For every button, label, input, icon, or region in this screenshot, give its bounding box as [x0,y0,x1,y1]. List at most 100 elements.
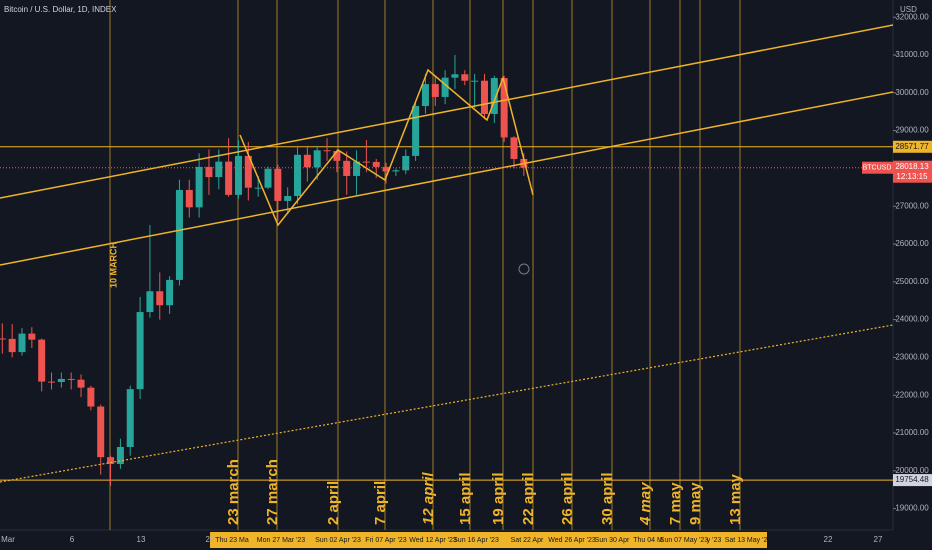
event-icon [518,263,530,275]
date-label: Thu 23 Ma [215,537,249,544]
currency: USD [900,5,917,14]
candle-body [244,155,252,188]
price-line-tag [893,474,932,487]
date-range-highlight [210,532,767,548]
candle-body [294,154,302,196]
x-tick-label: 13 [137,535,146,544]
annotation-label: 19 april [490,472,507,525]
candle-body [185,189,193,208]
zigzag [239,68,534,227]
date-label: Wed 12 Apr '23 [409,537,457,544]
x-tick-label: Mar [1,535,15,544]
candle-body [97,406,105,458]
date-label: Sun 02 Apr '23 [315,537,361,544]
candle-body [156,291,164,306]
candle-body [195,166,203,208]
candle-body [353,161,361,176]
price-line-label: 19754.48 [895,475,929,484]
countdown: 12:13:15 [896,172,928,181]
y-tick-label: 19000.00 [895,504,929,513]
candle-body [372,161,380,167]
y-tick-label: 26000.00 [895,239,929,248]
y-tick-label: 30000.00 [895,88,929,97]
date-label: Fri 07 Apr '23 [365,537,407,544]
y-tick-label: 27000.00 [895,201,929,210]
candle-body [451,74,459,78]
candle-body [303,154,311,168]
candle-body [313,150,321,168]
date-label: Sat 13 May '23 [725,537,772,544]
annotation-label: 15 april [457,472,474,525]
candle-body [38,339,46,382]
y-tick-label: 21000.00 [895,428,929,437]
side-annotation: 10 MARCH [108,242,118,288]
annotation-label: 7 april [372,481,389,525]
date-label: Sun 30 Apr [595,537,630,544]
annotation-label: 9 may [687,482,704,525]
date-label: Wed 26 Apr '23 [548,537,596,544]
annotation-label: 30 april [599,472,616,525]
annotation-label: 27 march [264,459,281,525]
candle-body [264,168,272,188]
candle-body [116,446,124,465]
annotation-label: 22 april [520,472,537,525]
annotation-label: 26 april [559,472,576,525]
candle-body [392,170,400,172]
candle-body [205,166,213,178]
candle-body [441,77,449,97]
y-tick-label: 25000.00 [895,277,929,286]
candle-body [461,74,469,81]
title: Bitcoin / U.S. Dollar, 1D, INDEX [4,5,117,14]
candle-body [8,338,16,353]
y-tick-label: 22000.00 [895,390,929,399]
candle-body [510,137,518,159]
candle-body [480,80,488,114]
date-label: Sat 22 Apr [511,537,544,544]
channel-line [0,91,894,266]
candle-body [126,389,134,447]
candle-body [490,78,498,114]
candle-body [87,387,95,407]
y-tick-label: 20000.00 [895,466,929,475]
candle-body [57,378,65,382]
price-line-label: 28571.77 [895,142,929,151]
candle-body [18,333,26,353]
date-label: Sun 07 May '23 [660,537,709,544]
y-tick-label: 32000.00 [895,12,929,21]
candle-body [225,161,233,195]
candle-body [402,155,410,171]
x-tick-label: 6 [70,535,75,544]
candle-body [500,78,508,138]
annotation-label: 13 may [727,473,744,525]
last-price-tag [893,160,932,183]
date-label: Thu 04 M [633,537,663,544]
date-label: Sun 16 Apr '23 [453,537,499,544]
symbol-tag [862,161,893,174]
annotation-label: 23 march [225,459,242,525]
candle-body [382,166,390,172]
candle-body [254,187,262,189]
candle-body [175,189,183,280]
last-price-label: 28018.13 [895,162,929,171]
candle-body [146,291,154,313]
x-tick-label: 27 [874,535,883,544]
x-tick-label: 20 [206,535,215,544]
candle-body [412,106,420,156]
candle-body [67,378,75,380]
candle-body [215,161,223,178]
candle-body [48,381,56,383]
price-line-tag [893,140,932,153]
x-tick-label: 22 [824,535,833,544]
symbol-label: BTCUSD [863,165,892,172]
dotted-trend-line [0,324,894,483]
candle-body [421,84,429,107]
candle-body [343,160,351,176]
candle-body [471,80,479,82]
candle-body [107,457,115,465]
channel-line [0,24,894,199]
candle-body [333,151,341,161]
candle-body [431,84,439,97]
y-tick-label: 23000.00 [895,353,929,362]
